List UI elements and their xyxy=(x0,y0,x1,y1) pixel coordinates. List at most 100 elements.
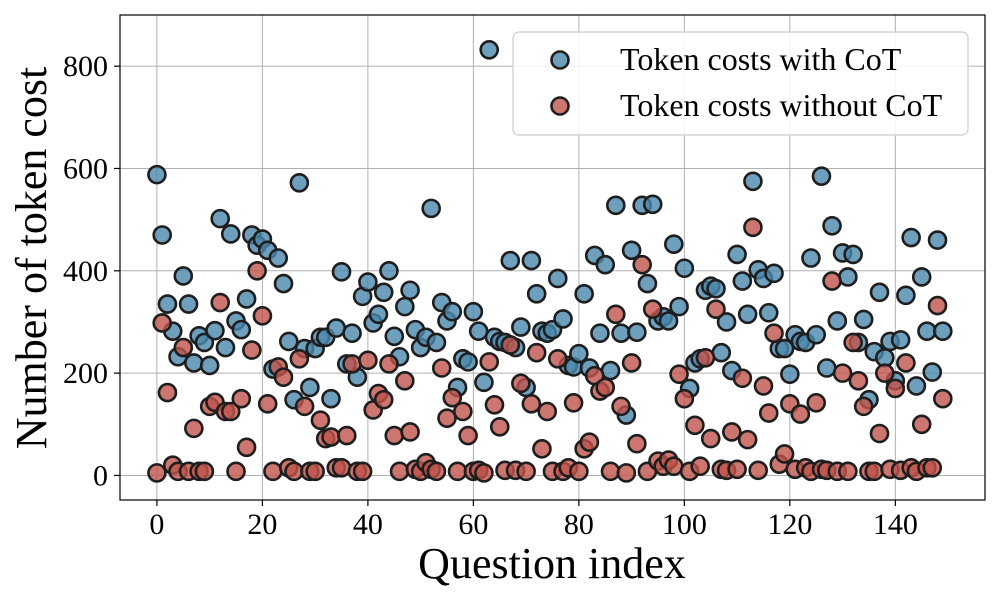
data-point xyxy=(210,208,231,229)
x-tick-label: 0 xyxy=(149,508,164,541)
data-point xyxy=(511,317,531,337)
data-point xyxy=(184,418,204,439)
data-point xyxy=(379,354,399,374)
data-point xyxy=(669,296,689,317)
data-point xyxy=(722,422,742,442)
data-point xyxy=(906,376,927,396)
data-point xyxy=(368,304,389,325)
data-point xyxy=(669,364,689,384)
data-point xyxy=(579,432,600,452)
data-point xyxy=(521,250,542,271)
data-point xyxy=(774,444,795,464)
data-point xyxy=(822,215,842,236)
data-point xyxy=(621,240,642,261)
data-point xyxy=(806,324,827,345)
data-point xyxy=(421,198,441,219)
data-point xyxy=(917,321,937,341)
data-point xyxy=(848,370,869,391)
data-point xyxy=(484,395,505,415)
data-point xyxy=(732,368,753,389)
data-point xyxy=(210,292,231,313)
data-point xyxy=(379,261,399,281)
data-point xyxy=(706,299,726,319)
data-point xyxy=(521,394,542,414)
data-point xyxy=(395,296,415,317)
data-point xyxy=(711,342,732,363)
data-point xyxy=(911,267,932,287)
y-tick-label: 400 xyxy=(63,255,108,288)
data-point xyxy=(853,309,874,330)
data-point xyxy=(400,422,420,442)
data-point xyxy=(474,372,494,393)
data-point xyxy=(252,306,273,326)
legend: Token costs with CoT Token costs without… xyxy=(512,31,969,136)
data-point xyxy=(864,461,885,482)
data-point xyxy=(727,459,747,480)
data-point xyxy=(226,461,246,482)
x-tick-label: 60 xyxy=(458,508,488,541)
data-point xyxy=(743,217,763,238)
y-tick-label: 200 xyxy=(63,357,108,390)
data-point xyxy=(500,335,521,355)
data-point xyxy=(869,282,890,303)
data-point xyxy=(843,244,863,265)
data-point xyxy=(933,321,953,341)
data-point xyxy=(220,401,241,422)
data-point xyxy=(358,350,378,371)
data-point xyxy=(352,461,373,482)
data-point xyxy=(700,428,721,449)
data-point xyxy=(732,271,753,291)
data-point xyxy=(737,304,758,325)
data-point xyxy=(516,461,536,482)
data-point xyxy=(342,323,362,344)
data-point xyxy=(595,254,616,275)
data-point xyxy=(611,396,631,417)
data-point xyxy=(674,388,695,409)
data-point xyxy=(173,266,194,286)
data-point xyxy=(458,352,478,372)
data-point xyxy=(431,358,452,378)
data-point xyxy=(257,394,278,414)
data-point xyxy=(853,396,874,417)
data-point xyxy=(611,323,631,344)
data-point xyxy=(642,299,663,319)
data-point xyxy=(231,388,252,409)
data-point xyxy=(574,284,594,304)
y-tick-label: 0 xyxy=(93,459,108,492)
legend-marker-with-cot xyxy=(550,50,570,70)
data-point xyxy=(811,166,832,186)
y-tick-label: 600 xyxy=(63,152,108,185)
data-point xyxy=(300,377,320,398)
data-point xyxy=(511,373,531,394)
data-point xyxy=(621,353,642,373)
data-point xyxy=(933,388,953,409)
data-point xyxy=(342,354,362,374)
data-point xyxy=(426,461,447,482)
data-point xyxy=(463,301,484,322)
data-point xyxy=(310,410,331,430)
data-point xyxy=(331,457,352,478)
data-point xyxy=(194,332,215,353)
data-point xyxy=(373,389,394,410)
data-point xyxy=(706,278,726,299)
data-point xyxy=(242,340,262,360)
y-axis-label: Number of token cost xyxy=(7,67,56,449)
data-point xyxy=(569,461,589,482)
data-point xyxy=(600,360,621,381)
data-point xyxy=(336,425,357,446)
legend-box xyxy=(512,31,969,136)
data-point xyxy=(896,353,916,373)
data-point xyxy=(927,295,948,316)
data-point xyxy=(294,396,315,417)
data-point xyxy=(400,280,420,301)
data-point xyxy=(157,294,178,314)
data-point xyxy=(331,262,352,282)
data-point xyxy=(911,414,932,435)
data-point xyxy=(927,230,948,250)
data-point xyxy=(437,408,457,428)
data-point xyxy=(178,294,199,314)
x-tick-label: 20 xyxy=(247,508,277,541)
series-without-cot xyxy=(147,217,953,483)
data-point xyxy=(384,425,405,446)
data-point xyxy=(173,337,194,358)
